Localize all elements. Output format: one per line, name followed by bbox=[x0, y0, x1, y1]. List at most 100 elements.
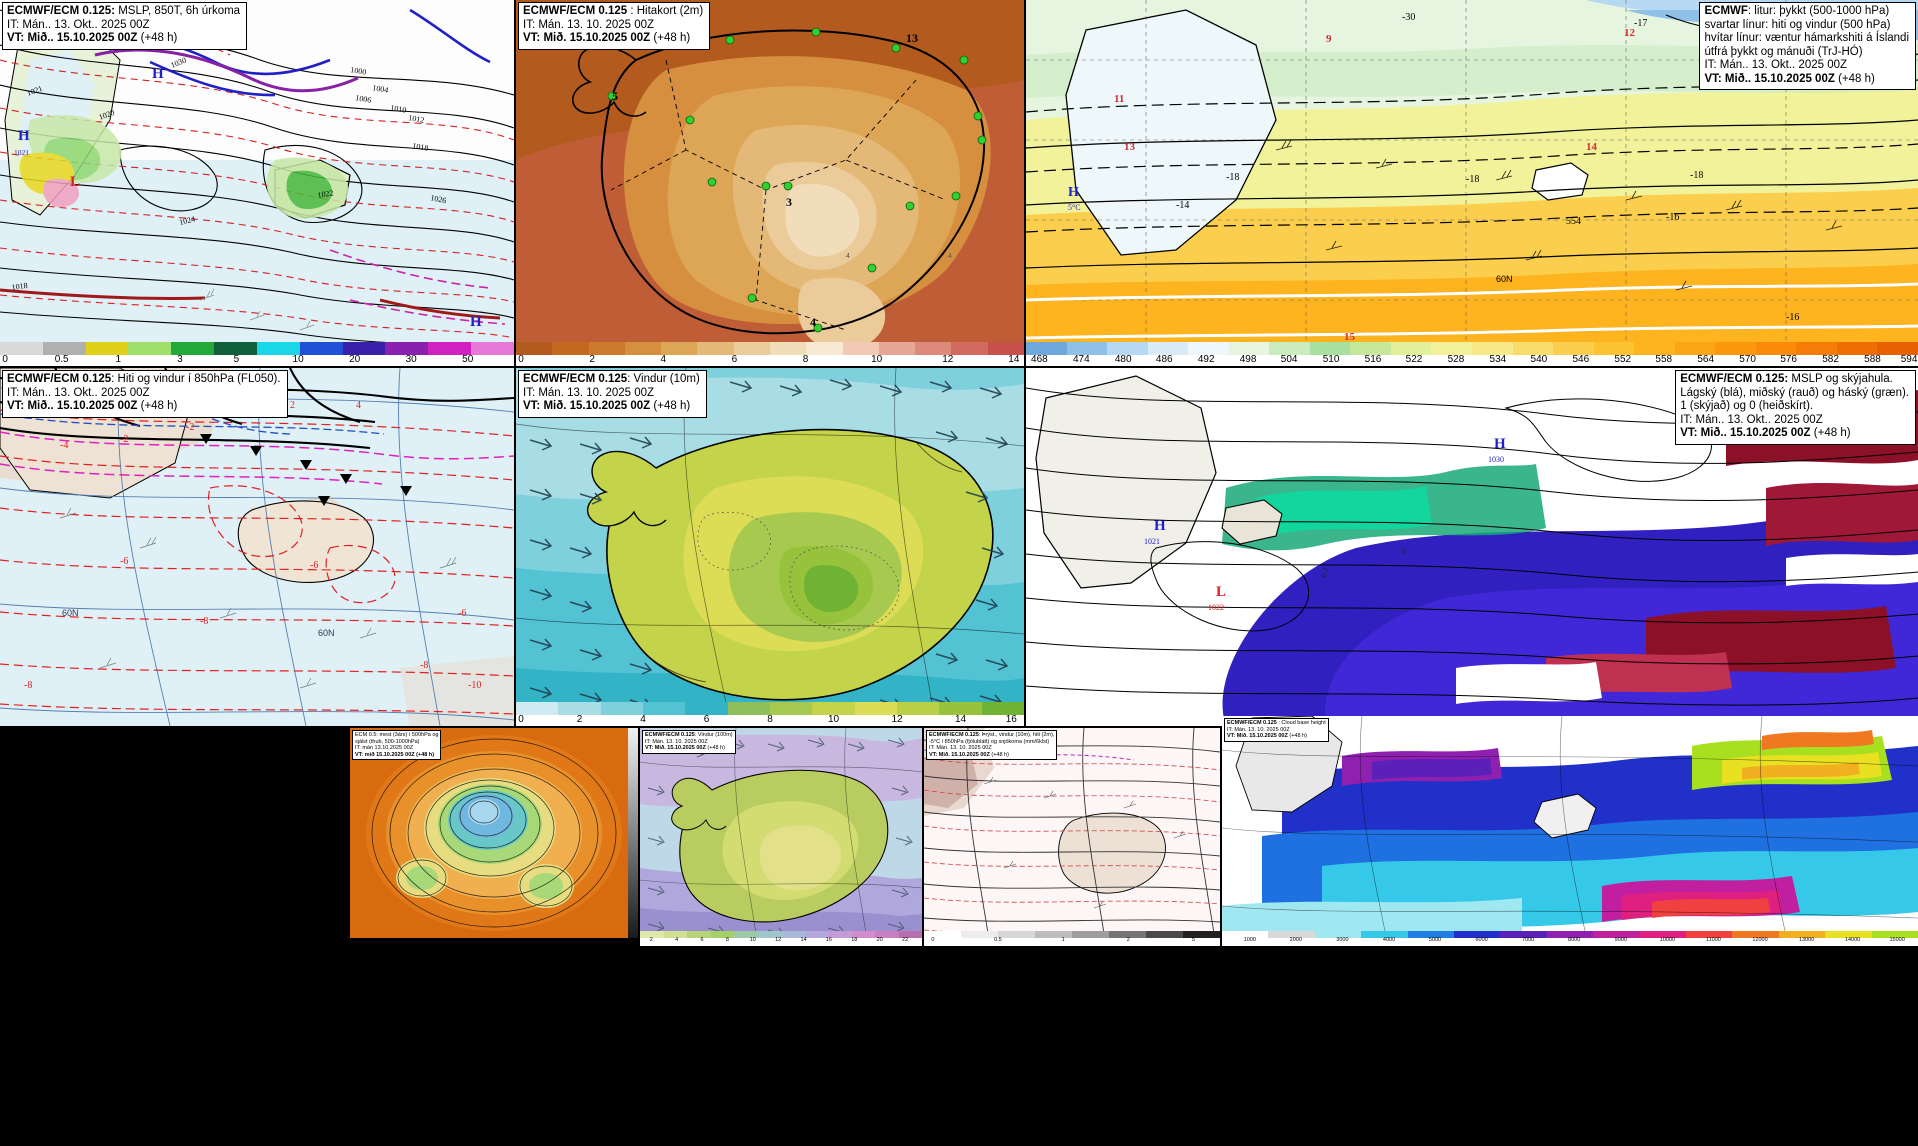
tick: 10 bbox=[292, 354, 304, 365]
panel-mslp-850t-precip[interactable]: 1021 1020 1030 1000 1004 1006 1010 1012 … bbox=[0, 0, 514, 366]
tick: 7000 bbox=[1522, 937, 1535, 943]
panel-it: IT: Mán. 13. 10. 2025 00Z bbox=[645, 738, 708, 745]
svg-text:554: 554 bbox=[1566, 216, 1581, 227]
tick: 1 bbox=[1061, 937, 1065, 943]
tick: 522 bbox=[1405, 354, 1423, 365]
panel-desc-2: Lágský (blá), miðský (rauð) og háský (gr… bbox=[1680, 386, 1909, 399]
panel-title-rest: : Þrýst., vindur (10m), hiti (2m), bbox=[978, 732, 1055, 738]
tick: 4 bbox=[675, 937, 679, 943]
tick: 486 bbox=[1155, 354, 1173, 365]
panel-max-wind-500hpa[interactable]: ECM 0.5: mest (3árs) í 500hPa og sjálst … bbox=[350, 728, 638, 938]
panel-vt: VT: Mið. 15.10.2025 00Z bbox=[645, 745, 706, 752]
panel-title-bold: ECMWF/ECM 0.125 bbox=[523, 5, 628, 17]
svg-text:1006: 1006 bbox=[355, 93, 372, 105]
svg-text:0: 0 bbox=[1402, 547, 1406, 556]
svg-text:-6: -6 bbox=[458, 608, 466, 619]
tick: 8000 bbox=[1568, 937, 1581, 943]
panel-title: ECM 0.5: mest (3árs) í 500hPa og bbox=[355, 732, 439, 738]
svg-text:-4: -4 bbox=[60, 440, 68, 451]
svg-text:-2: -2 bbox=[186, 422, 194, 433]
svg-text:1018: 1018 bbox=[412, 141, 429, 153]
svg-text:-16: -16 bbox=[1666, 212, 1679, 223]
panel-desc-3: hvítar línur: væntur hámarkshiti á Íslan… bbox=[1704, 32, 1909, 45]
tick: 14 bbox=[954, 714, 967, 725]
svg-text:-17: -17 bbox=[1634, 18, 1647, 29]
svg-text:11: 11 bbox=[1114, 93, 1124, 105]
tick: 546 bbox=[1572, 354, 1590, 365]
thickness-colorbar-strip bbox=[1026, 342, 1918, 355]
panel-title-bold: ECMWF/ECM 0.125 bbox=[929, 732, 979, 738]
panel-cloud-base-height[interactable]: ECMWF/ECM 0.125 : Cloud base height IT: … bbox=[1222, 716, 1918, 946]
svg-text:-18: -18 bbox=[1690, 170, 1703, 181]
panel-wind-100m[interactable]: ECMWF/ECM 0.125: Vindur (100m) IT: Mán. … bbox=[640, 728, 922, 946]
tick: 16 bbox=[1005, 714, 1017, 725]
svg-text:L: L bbox=[1216, 584, 1226, 600]
panel-title-rest: MSLP, 850T, 6h úrkoma bbox=[115, 5, 241, 17]
tick: 6000 bbox=[1475, 937, 1488, 943]
snow-colorbar-ticks: 0 0.5 1 2 5 bbox=[924, 937, 1220, 946]
panel-vt-plus: (+48 h) bbox=[653, 400, 691, 413]
panel-title-rest: : litur: þykkt (500-1000 hPa) bbox=[1747, 5, 1890, 17]
svg-text:1018: 1018 bbox=[11, 281, 28, 292]
panel-thickness-500-1000[interactable]: 11 13 9 14 12 15 -30-17-20 -18-18-18 -14… bbox=[1026, 0, 1918, 366]
panel-frost-wind-precip[interactable]: ECMWF/ECM 0.125: Þrýst., vindur (10m), h… bbox=[924, 728, 1220, 946]
tick: 2 bbox=[649, 937, 653, 943]
temperature-colorbar-strip bbox=[516, 342, 1024, 355]
svg-text:1021: 1021 bbox=[14, 148, 29, 157]
panel-desc-4: útfrá þykkt og mánuði (TrJ-HÓ) bbox=[1704, 45, 1863, 58]
svg-text:60N: 60N bbox=[318, 628, 335, 638]
panel-title-rest: : Vindur (10m) bbox=[627, 373, 700, 385]
svg-text:-30: -30 bbox=[1402, 12, 1415, 23]
svg-text:H: H bbox=[470, 314, 482, 330]
tick: 20 bbox=[876, 937, 883, 943]
tick: 570 bbox=[1739, 354, 1756, 365]
panel-desc-2: svartar línur: hiti og vindur (500 hPa) bbox=[1704, 18, 1891, 31]
panel-vt: VT: Mið.. 15.10.2025 00Z bbox=[7, 400, 138, 413]
tick: 576 bbox=[1780, 354, 1797, 365]
tick: 22 bbox=[902, 937, 909, 943]
panel-legend: ECM 0.5: mest (3árs) í 500hPa og sjálst … bbox=[352, 730, 442, 761]
tick: 6 bbox=[700, 937, 704, 943]
svg-text:H: H bbox=[1068, 185, 1079, 200]
precip-colorbar-ticks: 0 0.5 1 3 5 10 20 30 50 bbox=[0, 354, 514, 366]
tick: 3000 bbox=[1336, 937, 1349, 943]
panel-title-rest: : Vindur (100m) bbox=[694, 732, 733, 738]
tick: 50 bbox=[462, 354, 474, 365]
panel-wind-10m[interactable]: ECMWF/ECM 0.125: Vindur (10m) IT: Mán. 1… bbox=[516, 368, 1024, 726]
contour-label: 5 bbox=[612, 89, 618, 103]
tick: 0.5 bbox=[994, 937, 1002, 943]
panel-it: IT: Mán. 13. 10. 2025 00Z bbox=[929, 745, 992, 752]
panel-desc-2: sjálst (thub, 500-1000hPa) bbox=[355, 738, 420, 745]
tick: 14 bbox=[800, 937, 807, 943]
tick: 0 bbox=[931, 937, 935, 943]
panel-vt-plus: (+48 h) bbox=[991, 751, 1009, 758]
tick: 12 bbox=[891, 714, 903, 725]
contour-label: 4 bbox=[810, 315, 816, 329]
wind100m-colorbar: 2 4 6 8 10 12 14 16 18 20 22 bbox=[640, 931, 922, 946]
svg-text:-8: -8 bbox=[420, 660, 428, 671]
panel-legend: ECMWF/ECM 0.125: Hiti og vindur í 850hPa… bbox=[2, 370, 288, 418]
temperature-colorbar: 0 2 4 6 8 10 12 14 bbox=[516, 342, 1024, 366]
svg-text:L: L bbox=[70, 174, 80, 190]
tick: 480 bbox=[1114, 354, 1132, 365]
panel-vt: VT: Mið. 15.10.2025 00Z bbox=[1227, 733, 1288, 740]
tick: 13000 bbox=[1798, 937, 1815, 943]
snow-colorbar: 0 0.5 1 2 5 bbox=[924, 931, 1220, 946]
tick: 10 bbox=[871, 354, 883, 365]
svg-text:-16: -16 bbox=[1786, 312, 1799, 323]
tick: 2 bbox=[589, 354, 595, 365]
svg-text:14: 14 bbox=[1586, 141, 1598, 153]
panel-it: IT: mán 13.10.2025 00Z bbox=[355, 745, 414, 752]
svg-text:-6: -6 bbox=[120, 556, 128, 567]
panel-title-rest: MSLP og skýjahula. bbox=[1788, 373, 1893, 385]
svg-text:H: H bbox=[152, 66, 164, 82]
svg-text:H: H bbox=[1154, 518, 1166, 534]
contour-label: 13 bbox=[906, 31, 918, 45]
tick: 4 bbox=[660, 354, 667, 365]
panel-vt: VT: Mið. 15.10.2025 00Z bbox=[929, 751, 990, 758]
tick: 2 bbox=[576, 714, 583, 725]
panel-temperature-2m[interactable]: 5 3 4 13 4 4 ECMWF/ECM 0.125 : Hitakort (… bbox=[516, 0, 1024, 366]
tick: 8 bbox=[802, 354, 809, 365]
panel-mslp-cloud[interactable]: H H L 1030 1021 1022 0 0.2 1022 ECMWF/EC… bbox=[1026, 368, 1918, 726]
